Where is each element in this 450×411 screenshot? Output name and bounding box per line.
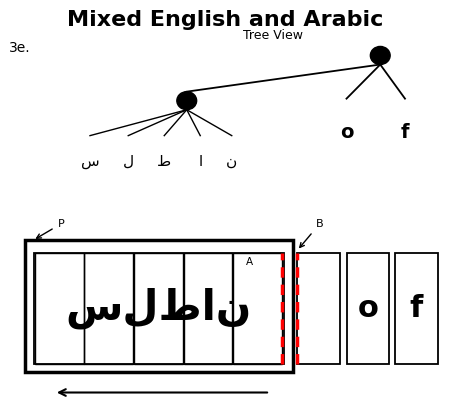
Bar xyxy=(346,253,389,364)
Bar xyxy=(84,253,133,364)
Text: ا: ا xyxy=(198,154,202,169)
Text: ل: ل xyxy=(123,154,134,169)
Bar xyxy=(233,253,282,364)
Text: A: A xyxy=(246,257,253,267)
Bar xyxy=(134,253,183,364)
Bar xyxy=(35,253,84,364)
Text: Tree View: Tree View xyxy=(243,29,303,42)
Bar xyxy=(25,240,292,372)
Text: س: س xyxy=(81,154,99,169)
Text: o: o xyxy=(340,123,353,142)
Bar xyxy=(297,253,340,364)
Text: P: P xyxy=(36,219,64,238)
Bar xyxy=(395,253,438,364)
Text: f: f xyxy=(401,123,409,142)
Circle shape xyxy=(177,92,197,110)
Bar xyxy=(34,253,284,364)
Text: سلطان: سلطان xyxy=(65,287,252,329)
Text: ن: ن xyxy=(226,154,238,169)
Text: f: f xyxy=(410,294,423,323)
Text: o: o xyxy=(357,294,378,323)
Text: ط: ط xyxy=(157,154,171,169)
Bar xyxy=(184,253,232,364)
Text: Mixed English and Arabic: Mixed English and Arabic xyxy=(67,10,383,30)
Text: 3e.: 3e. xyxy=(9,41,31,55)
Circle shape xyxy=(370,46,390,65)
Text: B: B xyxy=(300,219,323,247)
